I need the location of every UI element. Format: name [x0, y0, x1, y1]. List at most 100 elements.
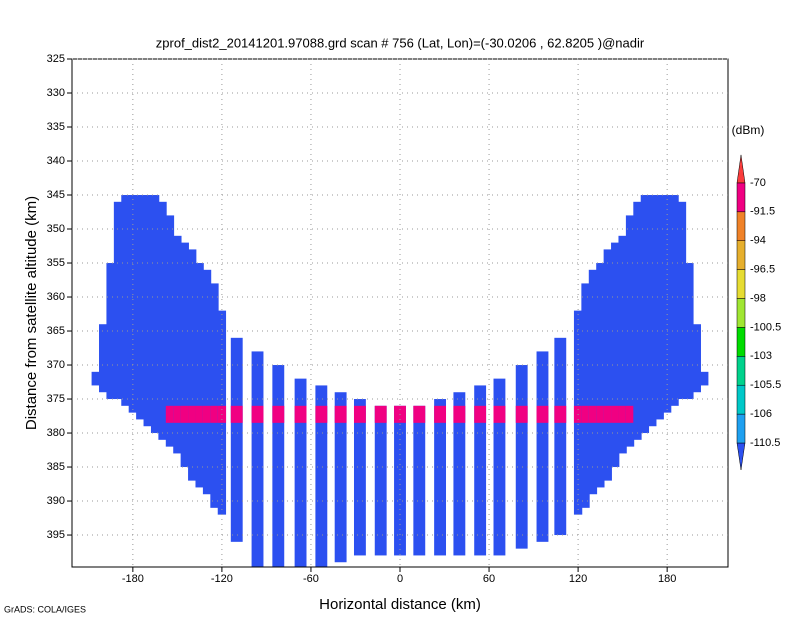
- echo-column: [655, 195, 664, 420]
- echo-column: [113, 201, 123, 400]
- x-tick-label: 180: [658, 573, 676, 585]
- echo-column: [596, 263, 605, 488]
- echo-column: [173, 235, 182, 454]
- bright-band: [210, 405, 219, 423]
- bright-band: [588, 405, 598, 423]
- bright-band: [374, 405, 387, 423]
- y-tick-label: 395: [47, 529, 65, 541]
- colorbar-segment: [736, 240, 746, 270]
- colorbar-segment: [736, 211, 746, 241]
- colorbar-end: [736, 442, 746, 471]
- y-axis-label: Distance from satellite altitude (km): [23, 196, 40, 430]
- bright-band: [603, 405, 612, 423]
- colorbar-label: -103: [750, 350, 772, 362]
- colorbar-segment: [736, 384, 746, 415]
- bright-band: [251, 405, 264, 423]
- colorbar-unit: (dBm): [732, 123, 765, 137]
- y-tick-label: 385: [47, 461, 65, 473]
- echo-column: [554, 337, 567, 536]
- bright-band: [180, 405, 189, 423]
- echo-column: [648, 195, 657, 427]
- x-tick-label: 120: [569, 573, 587, 585]
- echo-column: [581, 283, 590, 508]
- y-tick-label: 360: [47, 291, 65, 303]
- echo-column: [434, 399, 447, 556]
- echo-column: [374, 405, 387, 556]
- colorbar-label: -98: [750, 292, 766, 304]
- echo-column: [202, 269, 212, 495]
- bright-band: [453, 405, 466, 423]
- bright-band: [165, 405, 175, 423]
- colorbar-label: -100.5: [750, 321, 781, 333]
- echo-column: [474, 385, 487, 556]
- bright-band: [611, 405, 620, 423]
- colorbar-segment: [736, 356, 746, 386]
- x-tick-label: -60: [303, 573, 319, 585]
- bright-band: [536, 405, 549, 423]
- echo-column: [493, 378, 506, 556]
- echo-column: [334, 392, 347, 563]
- bright-band: [188, 405, 197, 423]
- colorbar-segment: [736, 298, 746, 328]
- y-tick-label: 375: [47, 393, 65, 405]
- bright-band: [493, 405, 506, 423]
- y-tick-label: 355: [47, 257, 65, 269]
- y-tick-label: 335: [47, 121, 65, 133]
- colorbar-label: -106: [750, 408, 772, 420]
- chart-title: zprof_dist2_20141201.97088.grd scan # 75…: [156, 35, 645, 50]
- echo-column: [670, 195, 679, 406]
- echo-column: [677, 201, 687, 400]
- echo-column: [210, 283, 219, 508]
- x-tick-label: -120: [211, 573, 233, 585]
- echo-column: [685, 263, 694, 400]
- bright-band: [315, 405, 328, 423]
- bright-band: [195, 405, 204, 423]
- echo-column: [662, 195, 672, 413]
- x-tick-label: -180: [122, 573, 144, 585]
- echo-column: [195, 263, 204, 488]
- echo-column: [106, 263, 115, 400]
- y-tick-label: 390: [47, 495, 65, 507]
- colorbar-segment: [736, 413, 746, 444]
- bright-band: [334, 405, 347, 423]
- colorbar-label: -91.5: [750, 206, 775, 218]
- echo-column: [165, 215, 175, 447]
- echo-column: [251, 351, 264, 567]
- echo-column: [353, 399, 366, 556]
- echo-column: [230, 337, 243, 542]
- colorbar-label: -105.5: [750, 379, 781, 391]
- bright-band: [272, 405, 285, 423]
- bright-band: [625, 405, 635, 423]
- echo-column: [394, 405, 406, 556]
- echo-column: [692, 324, 701, 393]
- echo-column: [315, 385, 328, 567]
- echo-column: [515, 365, 528, 549]
- echo-column: [625, 215, 635, 447]
- colorbar-label: -94: [750, 235, 766, 247]
- bright-band: [202, 405, 212, 423]
- bright-band: [434, 405, 447, 423]
- plot-area: [91, 195, 709, 567]
- echo-column: [180, 242, 189, 468]
- colorbar-label: -96.5: [750, 264, 775, 276]
- echo-column: [121, 195, 130, 406]
- y-tick-label: 350: [47, 223, 65, 235]
- y-tick-label: 370: [47, 359, 65, 371]
- echo-column: [640, 195, 650, 434]
- echo-column: [413, 405, 426, 556]
- echo-column: [150, 195, 160, 434]
- echo-column: [633, 201, 642, 440]
- bright-band: [413, 405, 426, 423]
- bright-band: [618, 405, 627, 423]
- colorbar-segment: [736, 269, 746, 299]
- bright-band: [515, 405, 528, 423]
- bright-band: [596, 405, 605, 423]
- echo-column: [294, 378, 307, 567]
- y-tick-label: 365: [47, 325, 65, 337]
- echo-column: [618, 235, 627, 454]
- echo-column: [158, 201, 167, 440]
- x-axis-label: Horizontal distance (km): [319, 596, 481, 613]
- colorbar-label: -110.5: [750, 437, 780, 449]
- bright-band: [173, 405, 182, 423]
